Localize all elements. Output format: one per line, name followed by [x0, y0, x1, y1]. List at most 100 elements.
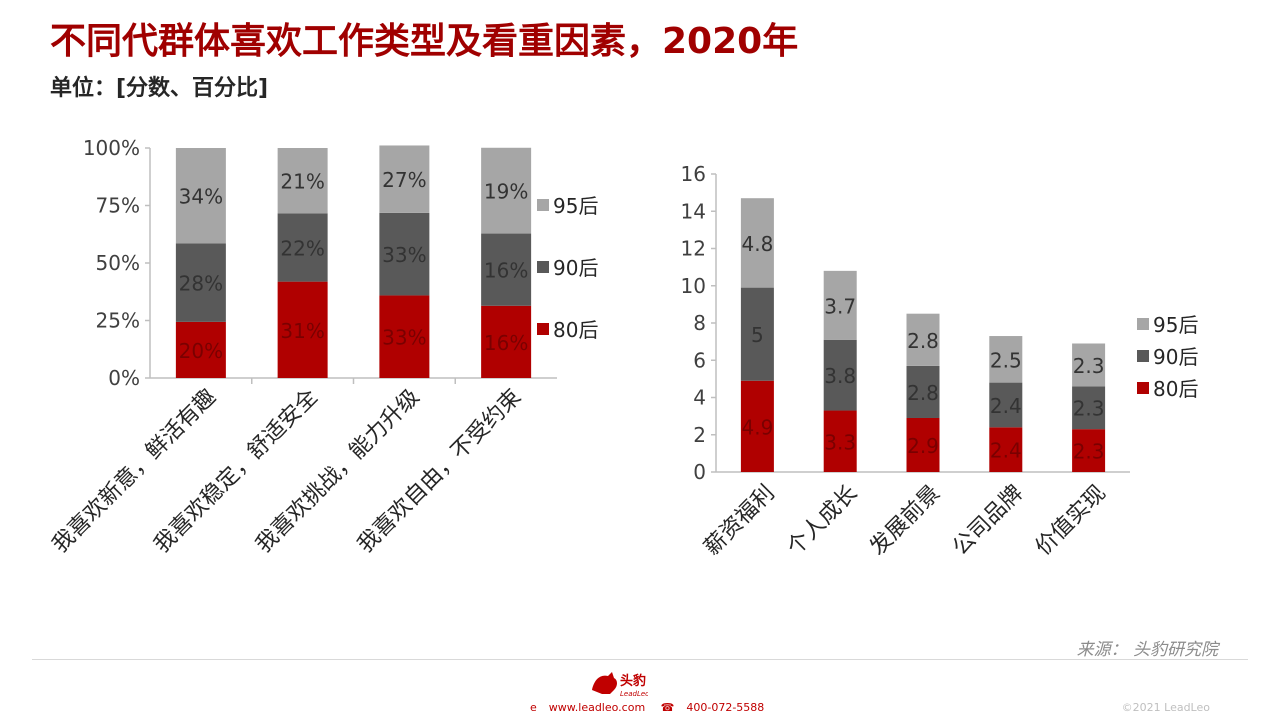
legend-swatch	[1137, 382, 1149, 394]
legend-swatch	[1137, 318, 1149, 330]
data-label: 2.4	[990, 394, 1022, 418]
data-label: 2.3	[1073, 440, 1105, 464]
bar-segment-90后	[379, 212, 430, 296]
bar-segment-95后	[989, 336, 1023, 383]
data-label: 2.9	[907, 434, 939, 458]
data-label: 16%	[484, 331, 528, 355]
bar-segment-95后	[740, 198, 774, 288]
data-label: 28%	[179, 272, 223, 296]
data-label: 20%	[179, 339, 223, 363]
bar-segment-95后	[379, 145, 430, 213]
y-tick-label: 16	[681, 162, 706, 186]
y-tick-label: 12	[681, 237, 706, 261]
data-label: 4.9	[741, 415, 773, 439]
bar-segment-95后	[823, 270, 857, 340]
bar-segment-90后	[277, 213, 328, 282]
bar-segment-90后	[823, 339, 857, 411]
legend-label: 80后	[553, 318, 598, 342]
legend-label: 95后	[1153, 313, 1198, 337]
category-label: 我喜欢挑战，能力升级	[251, 385, 424, 558]
bar-segment-90后	[989, 382, 1023, 428]
data-label: 3.3	[824, 430, 856, 454]
bar-segment-80后	[740, 380, 774, 472]
category-label: 价值实现	[1031, 481, 1111, 561]
legend-label: 95后	[553, 194, 598, 218]
y-tick-label: 4	[693, 386, 706, 410]
y-tick-label: 0	[693, 460, 706, 484]
data-label: 3.7	[824, 294, 856, 318]
phone-icon: ☎	[660, 701, 675, 714]
bar-segment-80后	[481, 305, 532, 378]
legend-label: 90后	[1153, 345, 1198, 369]
data-label: 2.3	[1073, 397, 1105, 421]
y-tick-label: 10	[681, 274, 706, 298]
phone-number: 400-072-5588	[686, 701, 765, 714]
legend-swatch	[537, 261, 549, 273]
bar-segment-90后	[1072, 386, 1106, 430]
left-stacked-percent-chart: 0% 25% 50% 75% 100% 20% 28% 34% 我喜欢新意，鲜活有趣 31% 22%…	[48, 136, 599, 558]
category-label: 薪资福利	[700, 481, 780, 561]
bar-segment-90后	[906, 365, 940, 418]
data-label: 34%	[179, 185, 223, 209]
logo-brand-text: 头豹	[620, 673, 646, 689]
category-label: 我喜欢稳定，舒适安全	[150, 385, 323, 558]
bar-segment-80后	[989, 427, 1023, 472]
data-label: 2.5	[990, 348, 1022, 372]
y-tick-label: 6	[693, 348, 706, 372]
website-icon: e	[530, 701, 537, 714]
website-link[interactable]: www.leadleo.com	[548, 701, 646, 714]
bar-segment-80后	[906, 417, 940, 472]
y-tick-label: 8	[693, 311, 706, 335]
bar-segment-90后	[481, 233, 532, 306]
data-label: 21%	[280, 170, 324, 194]
y-tick-label: 25%	[96, 309, 140, 333]
data-label: 27%	[382, 168, 426, 192]
data-label: 19%	[484, 180, 528, 204]
data-label: 22%	[280, 236, 324, 260]
data-label: 33%	[382, 326, 426, 350]
category-label: 发展前景	[865, 481, 945, 561]
data-label: 5	[751, 323, 764, 347]
bar-segment-80后	[823, 410, 857, 472]
data-label: 2.3	[1073, 354, 1105, 378]
category-label: 我喜欢自由，不受约束	[353, 385, 526, 558]
data-label: 2.8	[907, 381, 939, 405]
leadleo-logo: 头豹 LeadLeo	[588, 668, 649, 700]
bar-segment-95后	[1072, 343, 1106, 387]
right-stacked-score-chart: 0 2 4 6 8 10 12 14 16 4.9 5 4.8 薪资福利 3.3 3.8 3.7 个人成长 2.9…	[681, 162, 1199, 560]
unit-subtitle: 单位：[分数、百分比]	[50, 76, 269, 101]
y-tick-label: 0%	[108, 366, 140, 390]
page-title: 不同代群体喜欢工作类型及看重因素，2020年	[50, 21, 799, 62]
bar-segment-80后	[379, 295, 430, 378]
legend-label: 90后	[553, 256, 598, 280]
data-label: 3.8	[824, 364, 856, 388]
source-note: 来源： 头豹研究院	[1076, 640, 1218, 660]
bar-segment-80后	[277, 281, 328, 378]
bar-segment-90后	[175, 243, 226, 322]
category-label: 我喜欢新意，鲜活有趣	[48, 385, 221, 558]
bar-segment-90后	[740, 287, 774, 381]
copyright-note: ©2021 LeadLeo	[1121, 701, 1210, 714]
logo-brand-subtext: LeadLeo	[620, 690, 648, 698]
y-tick-label: 50%	[96, 251, 140, 275]
category-label: 个人成长	[783, 481, 863, 561]
y-tick-label: 100%	[83, 136, 140, 160]
legend-swatch	[537, 323, 549, 335]
y-tick-label: 14	[681, 199, 706, 223]
data-label: 2.8	[907, 329, 939, 353]
data-label: 33%	[382, 243, 426, 267]
legend-swatch	[1137, 350, 1149, 362]
y-tick-label: 2	[693, 423, 706, 447]
legend-swatch	[537, 199, 549, 211]
data-label: 31%	[280, 319, 324, 343]
footer-divider	[32, 659, 1248, 660]
bar-segment-95后	[906, 313, 940, 366]
y-tick-label: 75%	[96, 194, 140, 218]
legend-label: 80后	[1153, 377, 1198, 401]
bar-segment-95后	[175, 148, 226, 244]
data-label: 2.4	[990, 439, 1022, 463]
footer-contact: e www.leadleo.com ☎ 400-072-5588	[530, 701, 776, 714]
bar-segment-80后	[1072, 429, 1106, 472]
bar-segment-95后	[277, 148, 328, 214]
